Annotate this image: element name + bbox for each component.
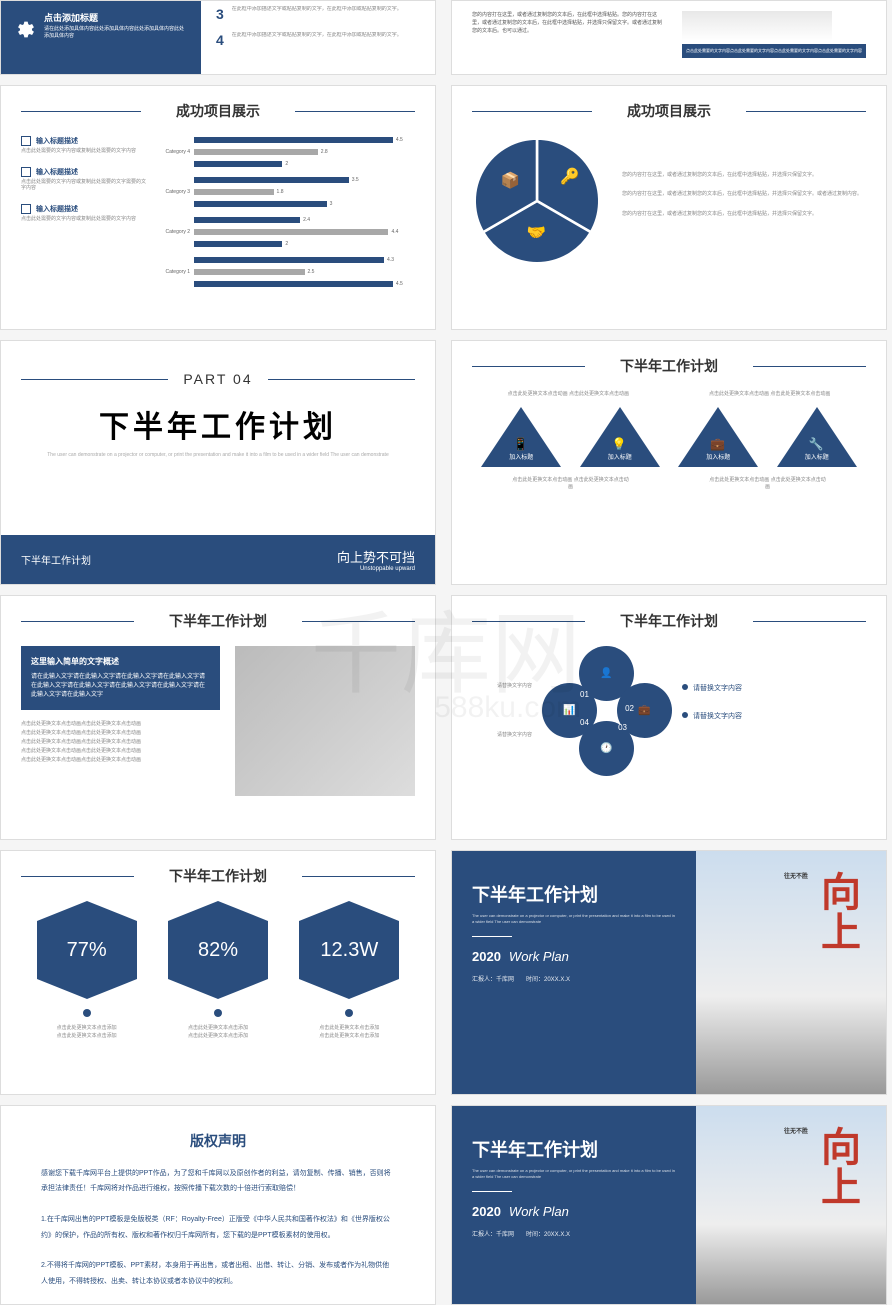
num-3: 3 [216, 6, 224, 22]
cityscape-image: 向上往无不胜 [696, 851, 886, 1094]
part-title: 下半年工作计划 [21, 402, 415, 446]
slide-title: 成功项目展示 [452, 86, 886, 126]
team-photo [682, 11, 832, 41]
textbox-below: 点击此处更换文本点击动画点击此处更换文本点击动画 点击此处更换文本点击动画点击此… [21, 720, 220, 765]
screen-icon [21, 136, 31, 146]
blue-textbox: 这里输入简单的文字概述 请在此输入文字请在此输入文字请在此输入文字请在此输入文字… [21, 646, 220, 710]
bar-row: 4.5 [159, 136, 415, 144]
bar-row: Category 12.5 [159, 268, 415, 276]
paragraph: 您的内容打在这里，或者通过复制您的文本后，在此框中选择粘贴。您的内容打在这里，或… [472, 11, 662, 58]
slide-workplan-2: 下半年工作计划 The user can demonstrate on a pr… [451, 1105, 887, 1305]
tri-bot-1: 点击此处更换文本点击动画 点击此处更换文本点击动画 [511, 477, 631, 492]
slide-workplan-1: 下半年工作计划 The user can demonstrate on a pr… [451, 850, 887, 1095]
bar-row: Category 42.8 [159, 148, 415, 156]
bar-title: 点击添加标题 [16, 11, 186, 24]
slide-copyright: 版权声明 感谢您下载千库网平台上提供的PPT作品，为了您和千库网以及原创作者的利… [0, 1105, 436, 1305]
bar-row: 4.3 [159, 256, 415, 264]
chart-legend: 输入标题描述点击此处需要的文字内容或复制此处需要的文字内容 输入标题描述点击此处… [21, 136, 149, 296]
slide-1-left: 点击添加标题 请在此处添加具体内容此处添加具体内容此处添加具体内容此处添加具体内… [0, 0, 436, 75]
slide-triangles: 下半年工作计划 点击此处更换文本点击动画 点击此处更换文本点击动画 点击此处更换… [451, 340, 887, 585]
hexagon-item: 77%点击此处更换文本点击添加 点击此处更换文本点击添加 [37, 921, 137, 1040]
part-label: PART 04 [21, 371, 415, 387]
svg-text:🤝: 🤝 [527, 224, 546, 241]
svg-text:📦: 📦 [501, 170, 520, 189]
triangle-item: 📱加入标题 [481, 407, 561, 467]
part-subtitle: The user can demonstrate on a projector … [21, 452, 415, 458]
bar-row: 2 [159, 240, 415, 248]
pie-desc-2: 您的内容打在这里，或者通过复制您的文本后，在此框中选择粘贴，并选择只保留文字。或… [622, 191, 866, 199]
photo-caption: 点击此处需要的文字内容点击此处需要的文字内容点击此处需要的文字内容点击此处需要的… [682, 44, 866, 58]
slide-clover: 下半年工作计划 请替换文字内容 请替换文字内容 👤 💼 🕐 📊 01 02 03… [451, 595, 887, 840]
bar-row: 3.5 [159, 176, 415, 184]
bar-row: 2.4 [159, 216, 415, 224]
slide-part04: PART 04 下半年工作计划 The user can demonstrate… [0, 340, 436, 585]
slide-1-right: 您的内容打在这里，或者通过复制您的文本后，在此框中选择粘贴。您的内容打在这里，或… [451, 0, 887, 75]
bar-row: 4.5 [159, 280, 415, 288]
gear-icon [16, 19, 36, 39]
slide-textbox: 下半年工作计划 这里输入简单的文字概述 请在此输入文字请在此输入文字请在此输入文… [0, 595, 436, 840]
cube-icon [21, 167, 31, 177]
slide-piechart: 成功项目展示 🔑 🤝 📦 您的内容打在这里，或者通过复制您的文本后，在此框中选择… [451, 85, 887, 330]
layers-icon [21, 204, 31, 214]
cityscape-image: 向上往无不胜 [696, 1106, 886, 1304]
bar-row: Category 24.4 [159, 228, 415, 236]
pie-chart: 🔑 🤝 📦 [472, 136, 602, 266]
xiang-text: 向上往无不胜 [784, 871, 866, 951]
bar-row: 3 [159, 200, 415, 208]
hexagon-item: 12.3W点击此处更换文本点击添加 点击此处更换文本点击添加 [299, 921, 399, 1040]
num-3-text: 在此框中添加描述文字或粘贴复制的文字，在此框中添加或粘贴复制的文字。 [216, 6, 420, 13]
slide-hexagons: 下半年工作计划 77%点击此处更换文本点击添加 点击此处更换文本点击添加82%点… [0, 850, 436, 1095]
bar-row: 2 [159, 160, 415, 168]
bar-chart: 4.5 Category 42.8 2 3.5 Category 31.8 3 2.4 Cat… [159, 136, 415, 296]
slide-title: 成功项目展示 [1, 86, 435, 126]
hexagon-item: 82%点击此处更换文本点击添加 点击此处更换文本点击添加 [168, 921, 268, 1040]
triangle-item: 💡加入标题 [580, 407, 660, 467]
num-4: 4 [216, 32, 224, 48]
triangle-item: 🔧加入标题 [777, 407, 857, 467]
xiang-text: 向上往无不胜 [784, 1126, 866, 1206]
clover-diagram: 👤 💼 🕐 📊 01 02 03 04 [542, 646, 672, 776]
copyright-body: 感谢您下载千库网平台上提供的PPT作品，为了您和千库网以及原创作者的利益，请勿复… [41, 1166, 395, 1289]
laptop-photo [235, 646, 415, 796]
tri-top-1: 点击此处更换文本点击动画 点击此处更换文本点击动画 [508, 391, 629, 399]
pie-desc-3: 您的内容打在这里，或者通过复制您的文本后，在此框中选择粘贴，并选择只保留文字。 [622, 211, 866, 219]
pie-desc-1: 您的内容打在这里，或者通过复制您的文本后，在此框中选择粘贴，并选择只保留文字。 [622, 172, 866, 180]
slide-grid: 点击添加标题 请在此处添加具体内容此处添加具体内容此处添加具体内容此处添加具体内… [0, 0, 892, 1305]
part-footer: 下半年工作计划 向上势不可挡 Unstoppable upward [1, 535, 435, 584]
tri-top-2: 点击此处更换文本点击动画 点击此处更换文本点击动画 [709, 391, 830, 399]
tri-bot-2: 点击此处更换文本点击动画 点击此处更换文本点击动画 [708, 477, 828, 492]
bar-row: Category 31.8 [159, 188, 415, 196]
triangle-item: 💼加入标题 [678, 407, 758, 467]
slide-barchart: 成功项目展示 输入标题描述点击此处需要的文字内容或复制此处需要的文字内容 输入标… [0, 85, 436, 330]
bar-desc: 请在此处添加具体内容此处添加具体内容此处添加具体内容此处添加具体内容 [16, 26, 186, 39]
svg-text:🔑: 🔑 [560, 167, 580, 186]
num-4-text: 在此框中添加描述文字或粘贴复制的文字，在此框中添加或粘贴复制的文字。 [216, 32, 420, 39]
